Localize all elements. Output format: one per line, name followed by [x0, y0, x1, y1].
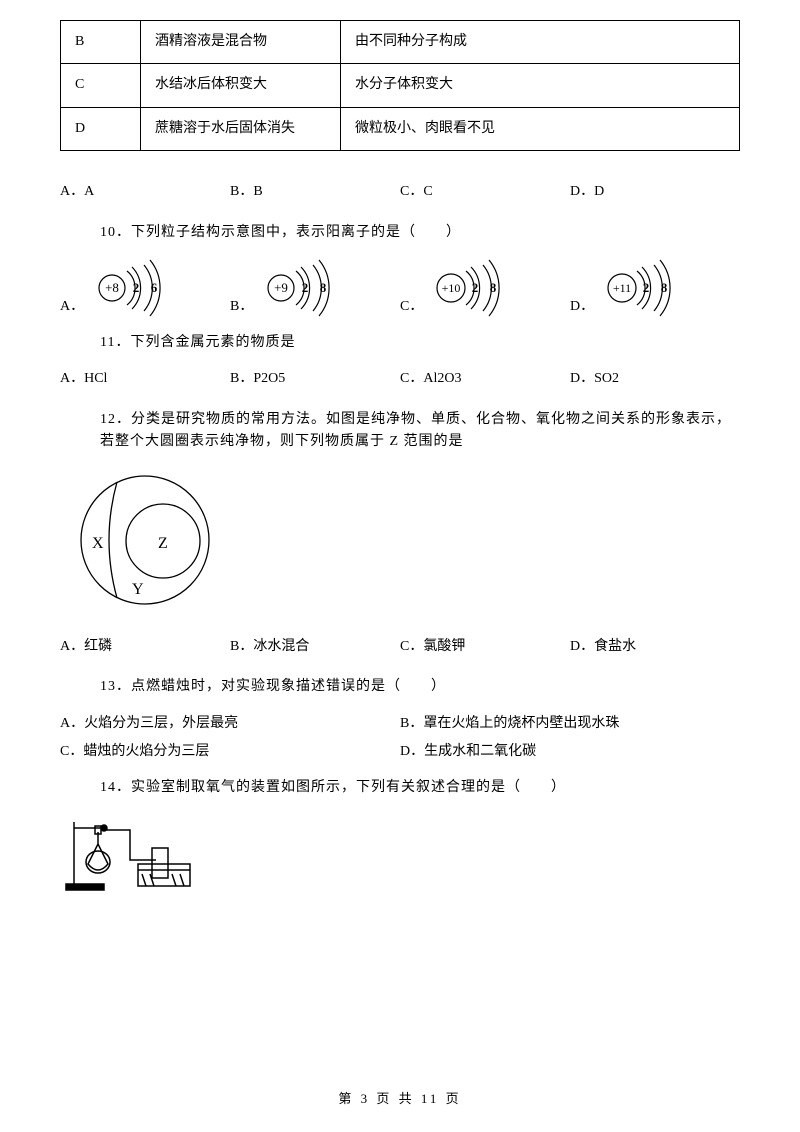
option-b: B．P2O5	[230, 368, 400, 390]
cell: 蔗糖溶于水后固体消失	[141, 107, 341, 150]
option-label: B．	[230, 296, 253, 318]
cell: 微粒极小、肉眼看不见	[341, 107, 740, 150]
option-label: C．	[400, 296, 423, 318]
option-label: A．	[60, 296, 84, 318]
option-d: D．食盐水	[570, 636, 740, 658]
option-d: D．SO2	[570, 368, 740, 390]
svg-text:6: 6	[151, 280, 158, 295]
data-table: B 酒精溶液是混合物 由不同种分子构成 C 水结冰后体积变大 水分子体积变大 D…	[60, 20, 740, 151]
q12-venn-diagram: X Z Y	[60, 468, 740, 626]
option-a: A．HCl	[60, 368, 230, 390]
q10-option-c: C． +10 2 8	[400, 258, 570, 318]
table-row: C 水结冰后体积变大 水分子体积变大	[61, 64, 740, 107]
option-a: A．火焰分为三层，外层最亮	[60, 713, 400, 735]
q9-options: A．A B．B C．C D．D	[60, 181, 740, 203]
svg-text:8: 8	[490, 280, 497, 295]
q13-text: 13．点燃蜡烛时，对实验现象描述错误的是（ ）	[100, 676, 740, 698]
lab-apparatus-icon	[60, 814, 200, 894]
q13-row1: A．火焰分为三层，外层最亮 B．罩在火焰上的烧杯内壁出现水珠	[60, 713, 740, 735]
svg-text:X: X	[92, 535, 104, 552]
q12-options: A．红磷 B．冰水混合 C．氯酸钾 D．食盐水	[60, 636, 740, 658]
q14-text: 14．实验室制取氧气的装置如图所示，下列有关叙述合理的是（ ）	[100, 777, 740, 799]
page-footer: 第 3 页 共 11 页	[0, 1089, 800, 1110]
option-c: C．Al2O3	[400, 368, 570, 390]
svg-text:+8: +8	[105, 280, 119, 295]
svg-text:2: 2	[133, 280, 140, 295]
svg-text:+9: +9	[274, 280, 288, 295]
svg-text:2: 2	[302, 280, 309, 295]
option-d: D．生成水和二氧化碳	[400, 741, 740, 763]
cell: D	[61, 107, 141, 150]
q10-option-a: A． +8 2 6	[60, 258, 230, 318]
svg-text:Z: Z	[158, 535, 168, 552]
svg-text:2: 2	[643, 280, 650, 295]
svg-text:2: 2	[472, 280, 479, 295]
q12-text: 12．分类是研究物质的常用方法。如图是纯净物、单质、化合物、氧化物之间关系的形象…	[100, 409, 740, 454]
cell: 由不同种分子构成	[341, 21, 740, 64]
atom-diagram-icon: +9 2 8	[257, 258, 357, 318]
option-label: D．	[570, 296, 594, 318]
option-c: C．C	[400, 181, 570, 203]
atom-diagram-icon: +8 2 6	[88, 258, 188, 318]
svg-text:+11: +11	[613, 281, 631, 295]
q14-apparatus-diagram	[60, 814, 740, 902]
option-b: B．冰水混合	[230, 636, 400, 658]
atom-diagram-icon: +11 2 8	[598, 258, 698, 318]
q11-options: A．HCl B．P2O5 C．Al2O3 D．SO2	[60, 368, 740, 390]
option-a: A．A	[60, 181, 230, 203]
option-c: C．氯酸钾	[400, 636, 570, 658]
option-b: B．B	[230, 181, 400, 203]
venn-diagram-icon: X Z Y	[60, 468, 230, 618]
cell: C	[61, 64, 141, 107]
option-c: C．蜡烛的火焰分为三层	[60, 741, 400, 763]
q10-option-b: B． +9 2 8	[230, 258, 400, 318]
cell: 水分子体积变大	[341, 64, 740, 107]
atom-diagram-icon: +10 2 8	[427, 258, 527, 318]
cell: 酒精溶液是混合物	[141, 21, 341, 64]
q10-diagrams: A． +8 2 6 B． +9 2 8 C． +10	[60, 258, 740, 318]
option-a: A．红磷	[60, 636, 230, 658]
q13-row2: C．蜡烛的火焰分为三层 D．生成水和二氧化碳	[60, 741, 740, 763]
q11-text: 11．下列含金属元素的物质是	[100, 332, 740, 354]
cell: 水结冰后体积变大	[141, 64, 341, 107]
table-row: D 蔗糖溶于水后固体消失 微粒极小、肉眼看不见	[61, 107, 740, 150]
option-b: B．罩在火焰上的烧杯内壁出现水珠	[400, 713, 740, 735]
cell: B	[61, 21, 141, 64]
option-d: D．D	[570, 181, 740, 203]
svg-text:+10: +10	[442, 281, 461, 295]
table-row: B 酒精溶液是混合物 由不同种分子构成	[61, 21, 740, 64]
svg-text:8: 8	[661, 280, 668, 295]
q10-text: 10．下列粒子结构示意图中，表示阳离子的是（ ）	[100, 222, 740, 244]
svg-text:8: 8	[320, 280, 327, 295]
svg-text:Y: Y	[132, 581, 144, 598]
q10-option-d: D． +11 2 8	[570, 258, 740, 318]
